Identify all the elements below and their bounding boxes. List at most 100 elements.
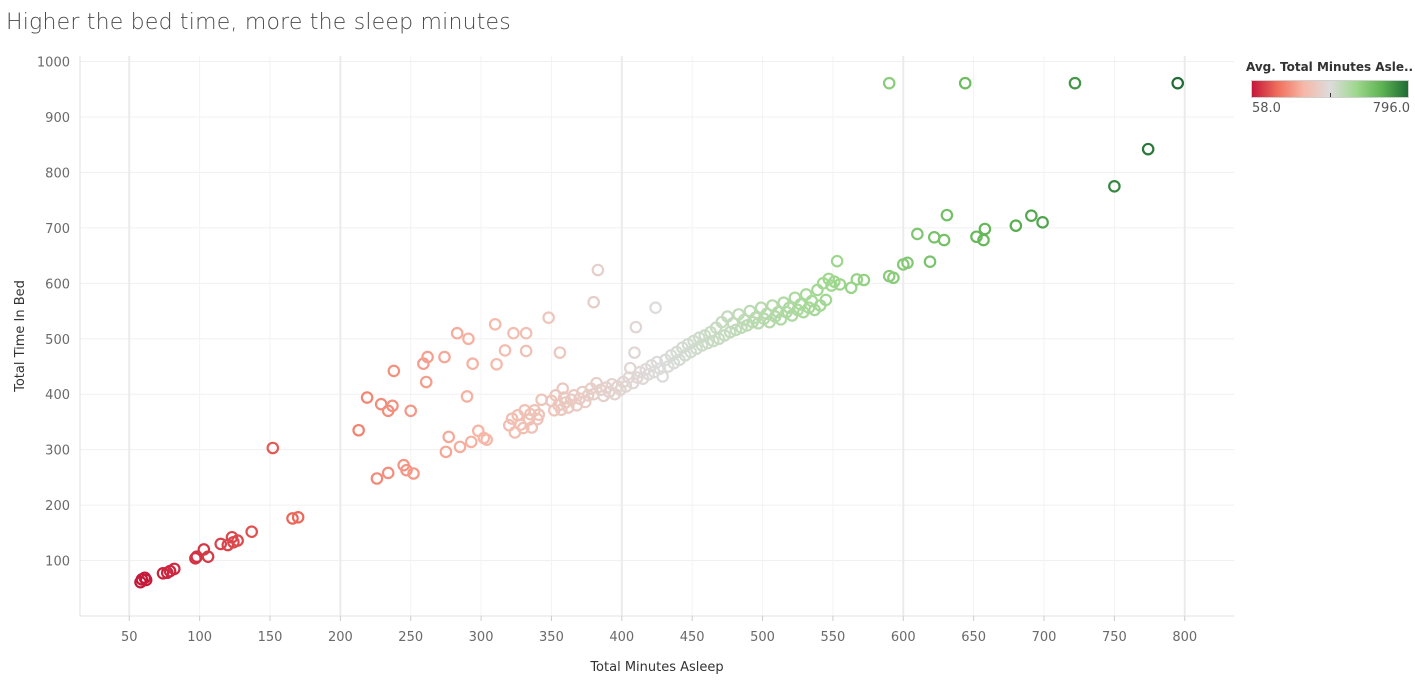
data-point bbox=[245, 525, 258, 539]
chart-title: Higher the bed time, more the sleep minu… bbox=[6, 10, 511, 35]
y-axis-label: Total Time In Bed bbox=[13, 280, 28, 393]
y-tick-label: 600 bbox=[45, 277, 70, 292]
data-point bbox=[958, 76, 972, 90]
data-point bbox=[471, 424, 485, 438]
data-points bbox=[134, 76, 1185, 589]
x-tick-label: 400 bbox=[609, 630, 634, 645]
legend-color-ramp bbox=[1251, 80, 1409, 98]
data-point bbox=[649, 301, 662, 315]
data-point bbox=[525, 421, 539, 434]
data-point bbox=[578, 395, 592, 409]
data-point bbox=[519, 326, 533, 340]
data-point bbox=[771, 305, 785, 319]
x-tick-labels: 50 100 150 200 250 300 350 400 450 500 550 600 650 70… bbox=[121, 616, 1197, 645]
data-point bbox=[139, 573, 153, 587]
y-tick-label: 900 bbox=[45, 111, 70, 126]
data-point bbox=[522, 413, 536, 427]
data-point bbox=[766, 299, 779, 312]
data-point bbox=[629, 320, 643, 334]
y-tick-label: 100 bbox=[45, 555, 70, 570]
data-point bbox=[439, 445, 453, 459]
data-point bbox=[650, 355, 664, 369]
data-point bbox=[421, 350, 434, 364]
x-tick-label: 750 bbox=[1102, 630, 1127, 645]
y-tick-labels: 100 200 300 400 500 600 700 800 900 1000 bbox=[37, 56, 70, 570]
data-point bbox=[556, 382, 570, 395]
data-point bbox=[706, 334, 720, 348]
y-tick-label: 1000 bbox=[37, 56, 70, 71]
data-point bbox=[532, 408, 546, 422]
data-point bbox=[464, 435, 478, 449]
x-tick-label: 450 bbox=[680, 630, 705, 645]
data-point bbox=[1108, 179, 1121, 193]
data-point bbox=[799, 288, 813, 301]
data-point bbox=[940, 208, 954, 222]
data-point bbox=[291, 511, 305, 524]
x-tick-label: 250 bbox=[398, 630, 423, 645]
data-point bbox=[453, 440, 467, 454]
data-point bbox=[911, 227, 924, 241]
data-point bbox=[653, 362, 667, 376]
data-point bbox=[628, 346, 641, 359]
data-point bbox=[404, 404, 418, 418]
x-tick-label: 700 bbox=[1032, 630, 1057, 645]
data-point bbox=[480, 433, 494, 446]
data-point bbox=[542, 311, 555, 325]
y-tick-label: 500 bbox=[45, 333, 70, 348]
y-tick-label: 800 bbox=[45, 166, 70, 181]
data-point bbox=[167, 562, 181, 576]
data-point bbox=[587, 295, 600, 309]
data-point bbox=[923, 255, 937, 269]
x-tick-label: 150 bbox=[258, 630, 283, 645]
data-point bbox=[460, 390, 474, 403]
data-point bbox=[498, 344, 512, 357]
data-point bbox=[1036, 216, 1049, 229]
data-point bbox=[517, 421, 530, 435]
data-point bbox=[882, 76, 896, 90]
data-point bbox=[581, 389, 595, 402]
x-tick-label: 650 bbox=[961, 630, 986, 645]
data-point bbox=[782, 301, 796, 315]
y-tick-label: 300 bbox=[45, 444, 70, 459]
data-point bbox=[978, 222, 992, 236]
data-point bbox=[352, 423, 365, 437]
data-point bbox=[887, 271, 900, 285]
color-legend: Avg. Total Minutes Asle.. 58.0 796.0 bbox=[1246, 60, 1415, 116]
data-point bbox=[553, 346, 567, 359]
data-point bbox=[462, 332, 475, 346]
data-point bbox=[360, 391, 374, 404]
x-tick-label: 600 bbox=[891, 630, 916, 645]
data-point bbox=[819, 293, 833, 307]
data-point bbox=[381, 466, 395, 480]
data-point bbox=[602, 385, 616, 399]
x-axis-label: Total Minutes Asleep bbox=[589, 660, 723, 675]
data-point bbox=[488, 318, 502, 331]
data-point bbox=[830, 254, 844, 268]
data-point bbox=[1141, 142, 1155, 156]
data-point bbox=[400, 463, 413, 477]
data-point bbox=[438, 350, 451, 364]
data-point bbox=[833, 278, 847, 291]
data-point bbox=[1025, 209, 1038, 222]
data-point bbox=[970, 230, 983, 244]
data-point bbox=[788, 291, 802, 305]
data-point bbox=[450, 326, 464, 340]
x-tick-label: 300 bbox=[469, 630, 494, 645]
x-tick-label: 50 bbox=[121, 630, 138, 645]
data-point bbox=[844, 281, 858, 295]
data-point bbox=[743, 304, 757, 318]
grid-lines bbox=[80, 56, 1234, 616]
data-point bbox=[692, 331, 706, 344]
data-point bbox=[850, 273, 864, 286]
x-tick-label: 200 bbox=[328, 630, 353, 645]
data-point bbox=[201, 550, 215, 563]
x-tick-label: 800 bbox=[1172, 630, 1197, 645]
data-point bbox=[442, 430, 456, 444]
data-point bbox=[214, 537, 228, 551]
data-point bbox=[266, 441, 280, 455]
data-point bbox=[937, 233, 951, 247]
legend-max-label: 796.0 bbox=[1372, 101, 1410, 116]
legend-title: Avg. Total Minutes Asle.. bbox=[1246, 60, 1414, 74]
x-tick-label: 550 bbox=[821, 630, 846, 645]
x-tick-label: 500 bbox=[750, 630, 775, 645]
